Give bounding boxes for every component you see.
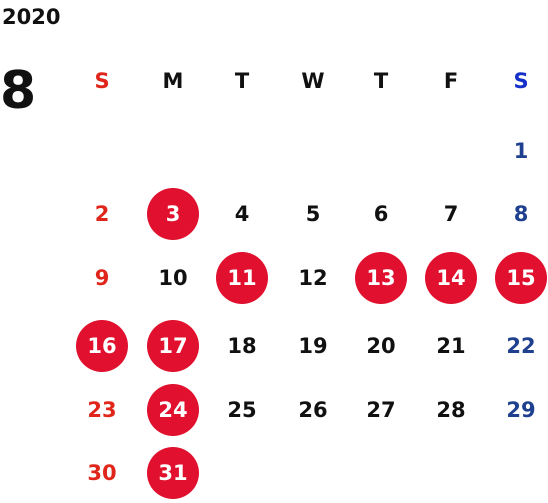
day-27[interactable]: 27: [366, 398, 396, 422]
day-17[interactable]: 17: [147, 320, 199, 372]
day-29[interactable]: 29: [506, 398, 536, 422]
day-3[interactable]: 3: [147, 188, 199, 240]
day-31[interactable]: 31: [147, 447, 199, 499]
day-11[interactable]: 11: [216, 252, 268, 304]
weekday-sat: S: [513, 69, 529, 93]
day-7[interactable]: 7: [443, 202, 459, 226]
day-4[interactable]: 4: [234, 202, 250, 226]
day-1[interactable]: 1: [513, 139, 529, 163]
weekday-wed: W: [301, 69, 325, 93]
day-14[interactable]: 14: [425, 252, 477, 304]
day-20[interactable]: 20: [366, 334, 396, 358]
day-30[interactable]: 30: [87, 461, 117, 485]
day-10[interactable]: 10: [158, 266, 188, 290]
day-12[interactable]: 12: [298, 266, 328, 290]
weekday-mon: M: [162, 69, 184, 93]
day-25[interactable]: 25: [227, 398, 257, 422]
day-21[interactable]: 21: [436, 334, 466, 358]
year-label: 2020: [2, 5, 61, 29]
day-5[interactable]: 5: [305, 202, 321, 226]
weekday-fri: F: [443, 69, 459, 93]
day-22[interactable]: 22: [506, 334, 536, 358]
month-label: 8: [0, 61, 37, 121]
day-2[interactable]: 2: [94, 202, 110, 226]
day-6[interactable]: 6: [373, 202, 389, 226]
day-19[interactable]: 19: [298, 334, 328, 358]
day-9[interactable]: 9: [94, 266, 110, 290]
day-8[interactable]: 8: [513, 202, 529, 226]
weekday-thu: T: [373, 69, 389, 93]
day-16[interactable]: 16: [76, 320, 128, 372]
day-13[interactable]: 13: [355, 252, 407, 304]
day-18[interactable]: 18: [227, 334, 257, 358]
day-24[interactable]: 24: [147, 384, 199, 436]
weekday-sun: S: [94, 69, 110, 93]
weekday-tue: T: [234, 69, 250, 93]
day-28[interactable]: 28: [436, 398, 466, 422]
day-15[interactable]: 15: [495, 252, 547, 304]
day-23[interactable]: 23: [87, 398, 117, 422]
day-26[interactable]: 26: [298, 398, 328, 422]
